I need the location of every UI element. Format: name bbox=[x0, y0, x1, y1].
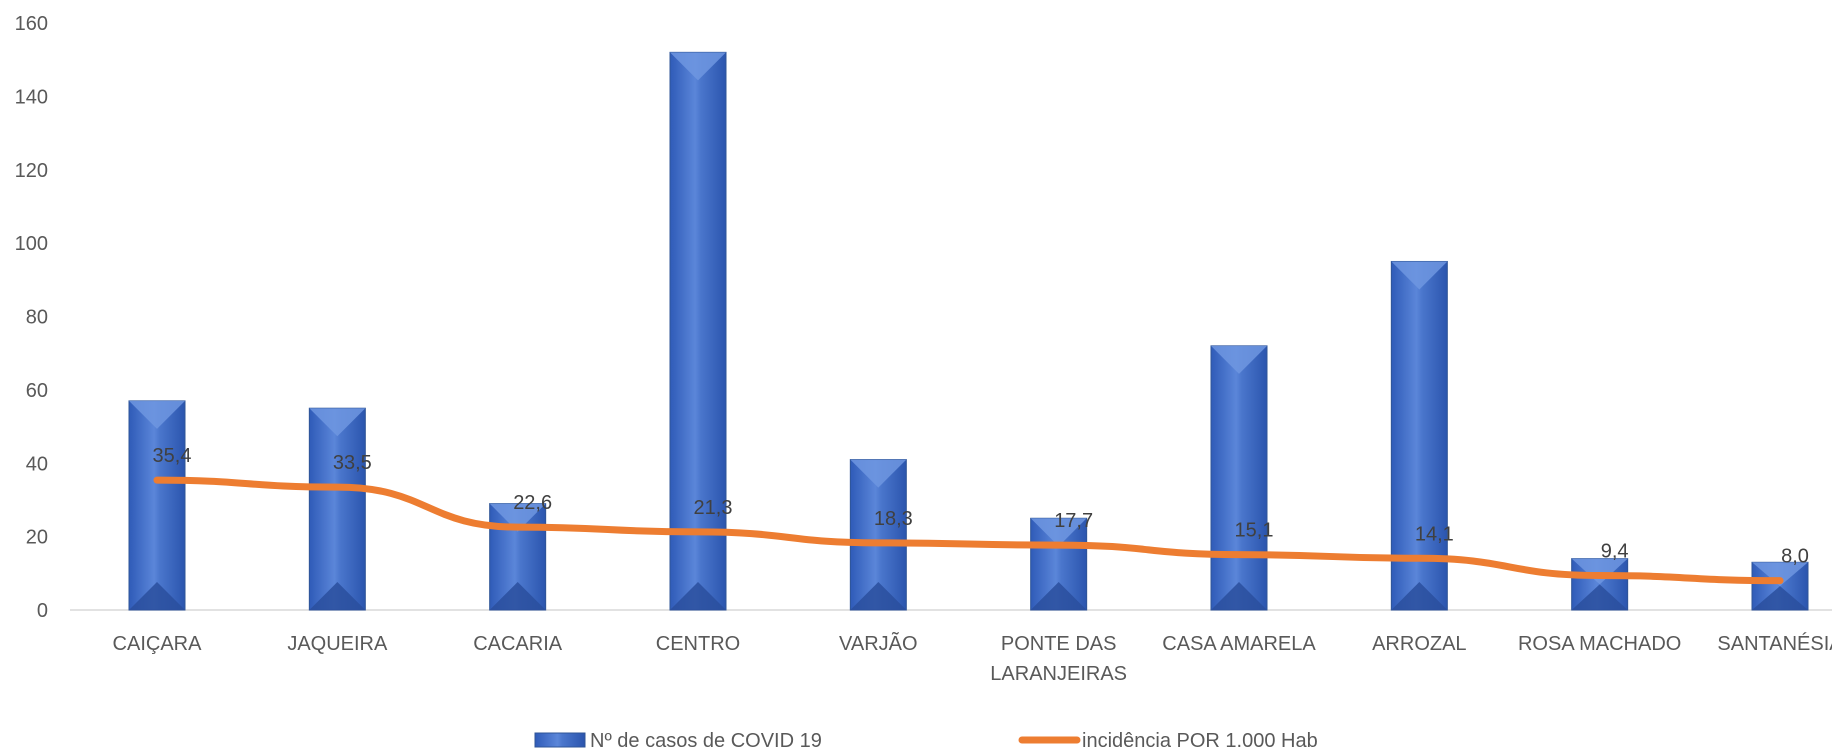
bar-bevel-bottom bbox=[489, 582, 546, 610]
line-data-label: 15,1 bbox=[1235, 520, 1274, 542]
x-category-label: ARROZAL bbox=[1372, 633, 1466, 655]
x-category-label: CENTRO bbox=[656, 633, 740, 655]
legend-label-cases: Nº de casos de COVID 19 bbox=[590, 730, 822, 749]
line-data-labels: 35,4 33,5 22,6 21,3 18,3 17,7 15,1 14,1 9,4 8,0 bbox=[153, 445, 1809, 568]
x-category-label: SANTANÉSIA bbox=[1717, 632, 1832, 655]
bar-bevel-top bbox=[489, 503, 546, 532]
x-category-label: ROSA MACHADO bbox=[1518, 633, 1681, 655]
bar-bevel-top bbox=[1752, 562, 1808, 587]
bar bbox=[669, 51, 727, 611]
x-category-label: VARJÃO bbox=[839, 631, 918, 655]
bar bbox=[849, 459, 907, 611]
bar bbox=[1030, 517, 1088, 611]
legend-item-cases: Nº de casos de COVID 19 bbox=[534, 730, 822, 749]
line-series bbox=[153, 476, 1784, 585]
bar-bevel-bottom bbox=[1211, 582, 1267, 610]
bar-bevel-top bbox=[309, 408, 366, 437]
bar-bevel-top bbox=[1391, 261, 1448, 290]
bar-bevel-bottom bbox=[1391, 582, 1448, 610]
y-tick-label: 20 bbox=[26, 527, 48, 549]
x-category-label: CACARIA bbox=[473, 633, 563, 655]
bar bbox=[1751, 561, 1809, 611]
bar bbox=[489, 503, 547, 611]
bar-body bbox=[1390, 260, 1448, 611]
category-labels: CAIÇARA JAQUEIRA CACARIA CENTRO VARJÃO PONTE … bbox=[113, 631, 1832, 685]
line-data-label: 9,4 bbox=[1601, 541, 1629, 563]
bar-bevel-top bbox=[1030, 518, 1087, 547]
x-category-label: JAQUEIRA bbox=[287, 633, 388, 655]
incidence-line bbox=[153, 476, 1784, 585]
bar-bevel-bottom bbox=[1030, 582, 1087, 610]
bar-body bbox=[669, 51, 727, 611]
bar-bevel-bottom bbox=[129, 582, 185, 610]
y-axis: 0 20 40 60 80 100 120 140 160 bbox=[15, 13, 48, 622]
line-data-label: 22,6 bbox=[513, 492, 552, 514]
bar-bevel-top bbox=[1571, 558, 1628, 585]
legend-swatch-cases bbox=[534, 732, 586, 748]
legend-label-incidence: incidência POR 1.000 Hab bbox=[1082, 730, 1318, 749]
line-data-label: 33,5 bbox=[333, 452, 372, 474]
legend-item-incidence: incidência POR 1.000 Hab bbox=[1018, 730, 1318, 749]
y-tick-label: 160 bbox=[15, 13, 48, 35]
bar-bevel-top bbox=[670, 52, 726, 81]
bar-body bbox=[1210, 345, 1268, 611]
bar-series bbox=[128, 51, 1809, 611]
y-tick-label: 140 bbox=[15, 86, 48, 108]
y-tick-label: 80 bbox=[26, 307, 48, 329]
line-data-label: 17,7 bbox=[1054, 510, 1093, 532]
bar-bevel-bottom bbox=[850, 582, 907, 610]
bar-bevel-bottom bbox=[670, 582, 726, 610]
line-data-label: 14,1 bbox=[1415, 523, 1454, 545]
bar bbox=[1210, 345, 1268, 611]
y-tick-label: 60 bbox=[26, 380, 48, 402]
x-category-label: LARANJEIRAS bbox=[990, 663, 1127, 685]
line-data-label: 35,4 bbox=[153, 445, 192, 467]
line-data-label: 21,3 bbox=[694, 497, 733, 519]
y-tick-label: 0 bbox=[37, 600, 48, 622]
bar bbox=[128, 400, 186, 611]
bar-bevel-top bbox=[850, 459, 907, 488]
bar-bevel-top bbox=[129, 400, 185, 429]
bar-body bbox=[308, 407, 366, 611]
bar bbox=[1390, 260, 1448, 611]
bar-bevel-top bbox=[1211, 345, 1267, 374]
line-data-label: 8,0 bbox=[1781, 546, 1809, 568]
legend: Nº de casos de COVID 19 incidência POR 1… bbox=[534, 730, 1318, 749]
x-category-label: PONTE DAS bbox=[1001, 633, 1117, 655]
y-tick-label: 120 bbox=[15, 160, 48, 182]
bar bbox=[308, 407, 366, 611]
bar-bevel-bottom bbox=[309, 582, 366, 610]
y-tick-label: 40 bbox=[26, 453, 48, 475]
x-category-label: CAIÇARA bbox=[113, 633, 203, 655]
x-category-label: CASA AMARELA bbox=[1162, 633, 1316, 655]
bar-bevel-bottom bbox=[1571, 584, 1628, 610]
bar bbox=[1571, 558, 1629, 611]
line-data-label: 18,3 bbox=[874, 508, 913, 530]
bar-body bbox=[128, 400, 186, 611]
y-tick-label: 100 bbox=[15, 233, 48, 255]
bar-bevel-bottom bbox=[1752, 586, 1808, 610]
